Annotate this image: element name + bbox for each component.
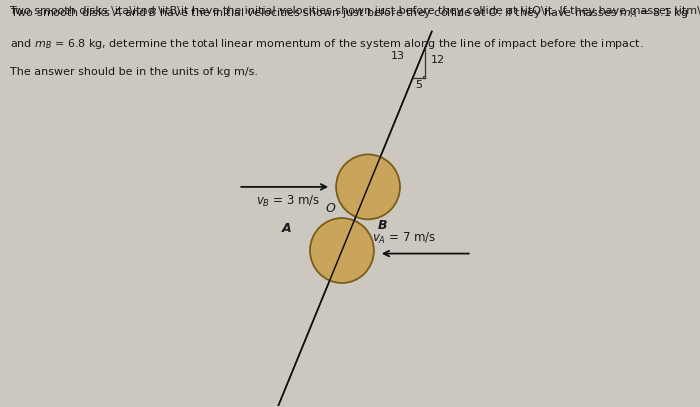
Text: 12: 12: [431, 55, 445, 65]
Text: Two smooth disks $A$ and $B$ have the initial velocities shown just before they : Two smooth disks $A$ and $B$ have the in…: [10, 6, 689, 20]
Text: 13: 13: [391, 51, 405, 61]
Text: $v_B$ = 3 m/s: $v_B$ = 3 m/s: [256, 194, 321, 209]
Text: 5: 5: [415, 81, 422, 90]
Text: and $m_B$ = 6.8 kg, determine the total linear momentum of the system along the : and $m_B$ = 6.8 kg, determine the total …: [10, 37, 644, 50]
Circle shape: [310, 218, 374, 283]
Text: O: O: [325, 201, 335, 214]
Text: B: B: [378, 219, 388, 232]
Text: A: A: [282, 222, 292, 235]
Text: The answer should be in the units of kg m/s.: The answer should be in the units of kg …: [10, 67, 258, 77]
Text: $v_A$ = 7 m/s: $v_A$ = 7 m/s: [372, 230, 436, 245]
Circle shape: [336, 154, 400, 219]
Text: Two smooth disks \ita\itnd \itB\it have the initial velocities shown just before: Two smooth disks \ita\itnd \itB\it have …: [10, 6, 700, 16]
